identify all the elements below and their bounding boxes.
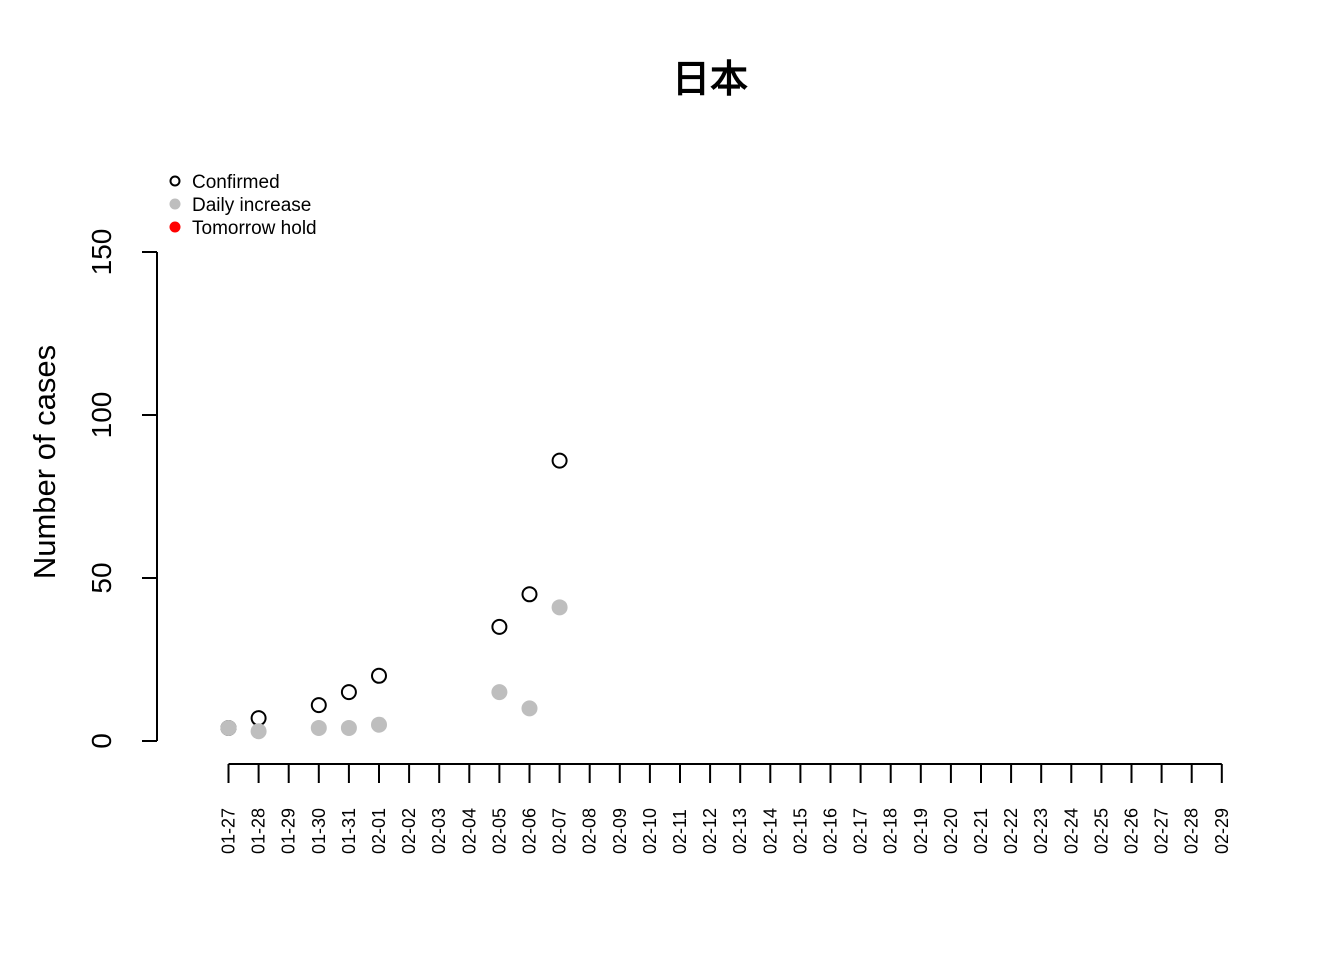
x-tick-label: 02-28 <box>1182 808 1202 854</box>
confirmed-point <box>371 667 387 684</box>
daily-increase-point <box>551 599 568 616</box>
x-axis: 01-27 01-28 01-29 01-30 01-31 02-01 02-02 02-03… <box>219 763 1232 854</box>
x-tick-label: 02-23 <box>1031 808 1051 854</box>
x-tick-label: 02-26 <box>1122 808 1142 854</box>
y-axis-label: Number of cases <box>27 345 62 579</box>
x-tick-label: 02-10 <box>640 808 660 854</box>
legend-confirmed-symbol <box>169 175 181 187</box>
x-tick-label: 02-08 <box>580 808 600 854</box>
daily-increase-point <box>310 719 327 736</box>
y-tick-label: 100 <box>86 392 117 439</box>
x-tick-label: 02-12 <box>700 808 720 854</box>
confirmed-point <box>250 710 267 727</box>
y-axis: 0 50 100 150 <box>86 229 158 749</box>
x-tick-label: 02-13 <box>730 808 750 854</box>
plot-marks <box>220 452 568 740</box>
x-tick-label: 01-28 <box>249 808 269 854</box>
confirmed-point <box>521 586 538 603</box>
legend-confirmed-label: Confirmed <box>192 172 280 193</box>
x-tick-label: 02-03 <box>429 808 449 854</box>
x-tick-label: 01-29 <box>279 808 299 854</box>
x-tick-label: 02-06 <box>520 808 540 854</box>
daily-increase-point <box>340 719 357 736</box>
confirmed-point <box>491 618 508 635</box>
x-tick-label: 01-30 <box>309 808 329 854</box>
x-tick-label: 02-20 <box>941 808 961 854</box>
x-tick-label: 01-27 <box>219 808 239 854</box>
y-tick-label: 50 <box>86 562 117 593</box>
legend-daily-increase-label: Daily increase <box>192 195 311 216</box>
legend-tomorrow-hold-label: Tomorrow hold <box>192 218 317 239</box>
x-tick-label: 02-01 <box>369 808 389 854</box>
x-tick-label: 02-21 <box>971 808 991 854</box>
x-tick-label: 02-24 <box>1061 808 1081 854</box>
confirmed-point <box>340 684 357 701</box>
x-tick-label: 02-07 <box>550 808 570 854</box>
daily-increase-point <box>521 700 538 717</box>
x-tick-label: 02-15 <box>790 808 810 854</box>
y-tick-label: 0 <box>86 733 117 749</box>
y-tick-label: 150 <box>86 229 117 276</box>
x-tick-label: 02-11 <box>670 809 690 854</box>
x-tick-label: 01-31 <box>339 808 359 854</box>
daily-increase-point <box>220 719 237 736</box>
legend-tomorrow-hold-symbol <box>169 221 181 233</box>
chart-title: 日本 <box>672 57 748 101</box>
x-tick-label: 02-27 <box>1152 808 1172 854</box>
x-tick-label: 02-05 <box>489 808 509 854</box>
x-tick-label: 02-29 <box>1212 808 1232 854</box>
x-tick-label: 02-22 <box>1001 808 1021 854</box>
legend-daily-increase-symbol <box>169 198 181 210</box>
confirmed-point <box>310 697 327 714</box>
daily-increase-point <box>250 723 267 740</box>
daily-increase-point <box>371 716 387 733</box>
x-tick-label: 02-16 <box>821 808 841 854</box>
x-tick-label: 02-18 <box>881 808 901 854</box>
x-tick-label: 02-02 <box>399 808 419 854</box>
x-tick-label: 02-25 <box>1091 808 1111 854</box>
x-tick-label: 02-14 <box>760 808 780 854</box>
x-tick-label: 02-19 <box>911 808 931 854</box>
daily-increase-point <box>491 684 508 701</box>
x-tick-label: 02-17 <box>851 808 871 854</box>
x-tick-label: 02-09 <box>610 808 630 854</box>
confirmed-point <box>551 452 568 469</box>
x-tick-label: 02-04 <box>459 808 479 854</box>
